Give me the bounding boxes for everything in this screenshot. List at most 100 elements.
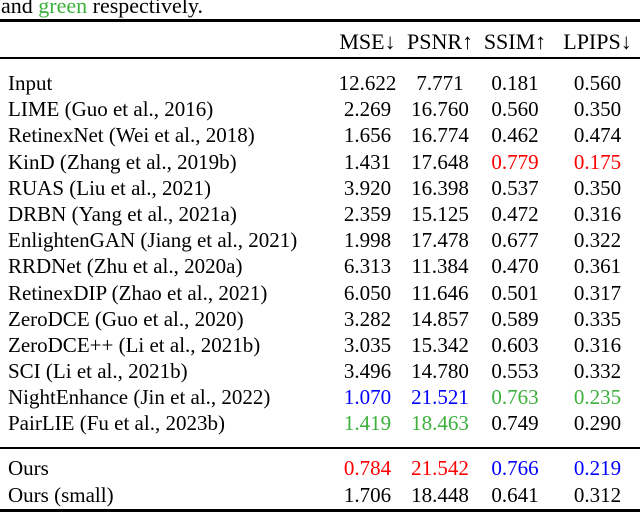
table-row: Ours 0.784 21.542 0.766 0.219 [0, 455, 640, 482]
metric-value: 11.646 [411, 280, 469, 305]
method-label: RUAS (Liu et al., 2021) [8, 175, 211, 200]
table-row: DRBN (Yang et al., 2021a) 2.359 15.125 0.47… [0, 201, 640, 227]
metric-value: 6.313 [343, 254, 392, 279]
metric-value: 0.316 [573, 201, 622, 226]
table-row: ZeroDCE (Guo et al., 2020) 3.282 14.857 0.5… [0, 306, 640, 332]
table-body: Input 12.622 7.771 0.181 0.560 LIME (Guo et a… [0, 70, 640, 437]
table-row: RUAS (Liu et al., 2021) 3.920 16.398 0.537 0… [0, 175, 640, 201]
metric-value: 17.478 [411, 228, 469, 253]
metric-value: 0.501 [491, 280, 539, 305]
metric-value: 0.470 [491, 254, 539, 279]
table-row: RRDNet (Zhu et al., 2020a) 6.313 11.384 0.4… [0, 253, 640, 279]
table-row: KinD (Zhang et al., 2019b) 1.431 17.648 0.7… [0, 149, 640, 175]
metric-value: 3.920 [343, 175, 392, 200]
metric-value: 0.350 [573, 175, 622, 200]
metric-value: 0.749 [491, 411, 539, 436]
metric-value: 0.641 [491, 482, 539, 507]
method-label: KinD (Zhang et al., 2019b) [8, 149, 237, 174]
metric-value: 2.359 [343, 201, 392, 226]
header-mse: MSE↓ [339, 29, 396, 54]
table-row: ZeroDCE++ (Li et al., 2021b) 3.035 15.342 0… [0, 332, 640, 358]
metric-value: 15.342 [411, 332, 469, 357]
header-lpips: LPIPS↓ [563, 29, 632, 54]
table-row: SCI (Li et al., 2021b) 3.496 14.780 0.553 0.… [0, 358, 640, 384]
metric-value: 18.448 [411, 482, 469, 507]
metric-value: 0.560 [573, 71, 622, 95]
table-bottom-rule [0, 509, 640, 512]
table-top-rule [0, 19, 640, 22]
table-row: LIME (Guo et al., 2016) 2.269 16.760 0.560 0… [0, 96, 640, 122]
metric-value: 0.779 [491, 149, 539, 174]
caption-suffix: respectively. [87, 0, 203, 18]
metric-value: 16.398 [411, 175, 469, 200]
metric-value: 0.677 [491, 228, 539, 253]
metric-value: 0.235 [573, 385, 622, 410]
header-underline-rule [0, 57, 640, 59]
metric-value: 1.070 [343, 385, 392, 410]
metric-value: 15.125 [411, 201, 469, 226]
metric-value: 0.763 [491, 385, 539, 410]
metric-value: 0.553 [491, 359, 539, 384]
metric-value: 0.589 [491, 306, 539, 331]
method-label: SCI (Li et al., 2021b) [8, 359, 188, 384]
metric-value: 21.521 [411, 385, 469, 410]
method-label: LIME (Guo et al., 2016) [8, 97, 214, 122]
method-label: PairLIE (Fu et al., 2023b) [8, 411, 225, 436]
table-header-row: MSE↓ PSNR↑ SSIM↑ LPIPS↓ [0, 26, 640, 57]
method-label: DRBN (Yang et al., 2021a) [8, 201, 237, 226]
method-label: Ours (small) [8, 482, 114, 507]
method-label: Ours [8, 456, 49, 480]
metric-value: 0.290 [573, 411, 622, 436]
method-label: RRDNet (Zhu et al., 2020a) [8, 254, 243, 279]
table-row: PairLIE (Fu et al., 2023b) 1.419 18.463 0.7… [0, 410, 640, 436]
table-mid-rule [0, 447, 640, 449]
metric-value: 0.175 [573, 149, 622, 174]
metric-value: 1.656 [343, 123, 392, 148]
metric-value: 3.282 [343, 306, 392, 331]
header-ssim: SSIM↑ [483, 29, 547, 54]
metric-value: 0.474 [573, 123, 622, 148]
metric-value: 0.312 [573, 482, 622, 507]
table-row: EnlightenGAN (Jiang et al., 2021) 1.998 17… [0, 227, 640, 253]
metric-value: 12.622 [338, 71, 397, 95]
metric-value: 1.419 [343, 411, 392, 436]
method-label: ZeroDCE (Guo et al., 2020) [8, 306, 244, 331]
metric-value: 1.998 [343, 228, 392, 253]
method-label: EnlightenGAN (Jiang et al., 2021) [8, 228, 298, 253]
metric-value: 0.322 [573, 228, 622, 253]
metric-value: 16.760 [411, 97, 469, 122]
table-row: RetinexNet (Wei et al., 2018) 1.656 16.774… [0, 122, 640, 148]
method-label: RetinexNet (Wei et al., 2018) [8, 123, 255, 148]
table-footer: Ours 0.784 21.542 0.766 0.219 Ours (small) 1.7… [0, 455, 640, 508]
metric-value: 11.384 [411, 254, 469, 279]
caption-prefix: and [1, 0, 39, 18]
metric-value: 0.317 [573, 280, 622, 305]
metric-value: 16.774 [411, 123, 469, 148]
metric-value: 0.537 [491, 175, 539, 200]
method-label: RetinexDIP (Zhao et al., 2021) [8, 280, 268, 305]
metric-value: 14.857 [411, 306, 469, 331]
metric-value: 1.431 [343, 149, 392, 174]
metric-value: 0.472 [491, 201, 539, 226]
metric-value: 0.766 [491, 456, 539, 480]
metric-value: 21.542 [411, 456, 469, 480]
header-psnr: PSNR↑ [406, 29, 474, 54]
metric-value: 0.219 [573, 456, 622, 480]
table-row: NightEnhance (Jin et al., 2022) 1.070 21.5… [0, 384, 640, 410]
metric-value: 0.181 [491, 71, 539, 95]
metric-value: 3.035 [343, 332, 392, 357]
metric-value: 0.335 [573, 306, 622, 331]
metric-value: 0.462 [491, 123, 539, 148]
metric-value: 0.350 [573, 97, 622, 122]
metric-value: 0.603 [491, 332, 539, 357]
table-row: RetinexDIP (Zhao et al., 2021) 6.050 11.64… [0, 280, 640, 306]
metric-value: 7.771 [416, 71, 464, 95]
metric-value: 0.361 [573, 254, 622, 279]
metric-value: 18.463 [411, 411, 469, 436]
metric-value: 1.706 [343, 482, 392, 507]
table-row: Ours (small) 1.706 18.448 0.641 0.312 [0, 482, 640, 509]
metric-value: 14.780 [411, 359, 469, 384]
caption-text: and green respectively. [1, 0, 203, 20]
metric-value: 0.784 [343, 456, 392, 480]
metric-value: 3.496 [343, 359, 392, 384]
